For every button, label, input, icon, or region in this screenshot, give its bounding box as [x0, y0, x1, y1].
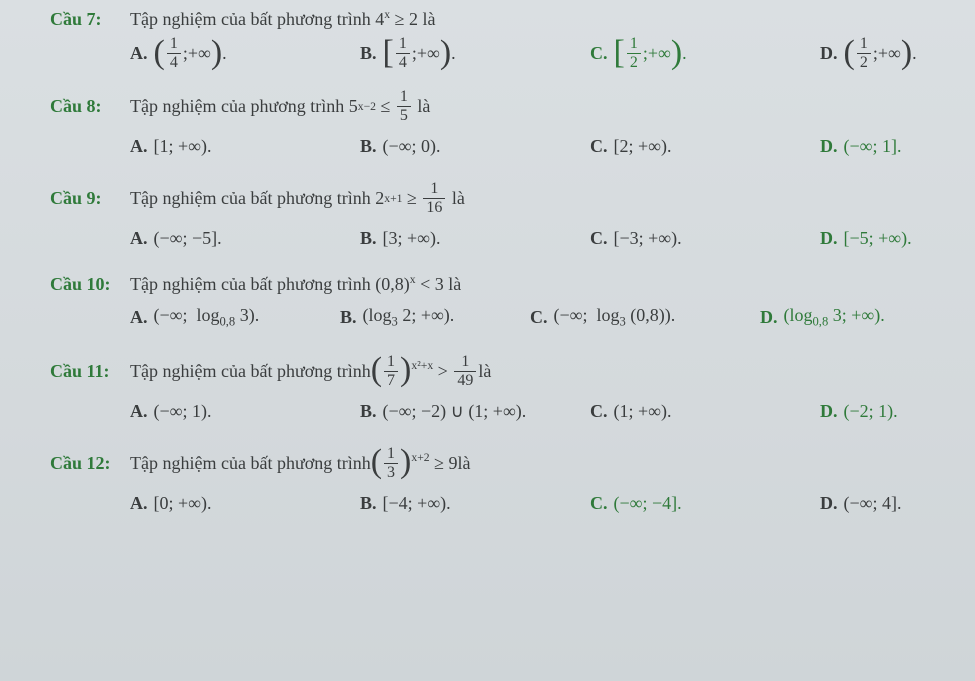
question-12: Cầu 12: Tập nghiệm của bất phương trình … [50, 446, 955, 514]
option-letter: D. [820, 43, 838, 64]
prompt-prefix: Tập nghiệm của bất phương trình [130, 361, 371, 382]
prompt-prefix: Tập nghiệm của bất phương trình [130, 9, 375, 29]
question-label: Cầu 11: [50, 361, 130, 382]
option-value: (log3 2; +∞). [363, 305, 455, 330]
prompt-suffix: là [448, 274, 461, 294]
prompt-suffix: là [458, 453, 471, 474]
question-text: Tập nghiệm của bất phương trình 4x ≥ 2 l… [130, 8, 435, 30]
fraction: 14 [167, 36, 181, 71]
page: { "colors": { "background": "#d9dde0", "… [0, 0, 975, 681]
question-text: Tập nghiệm của bất phương trình 2x+1 ≥ 1… [130, 181, 465, 216]
option-c: C.(−∞; log3 (0,8)). [530, 305, 760, 330]
option-letter: C. [590, 43, 608, 64]
option-d: D.[−5; +∞). [820, 228, 912, 249]
option-b: B.(−∞; −2) ∪ (1; +∞). [360, 401, 590, 422]
expr: (0,8)x < 3 [375, 274, 448, 294]
option-value: [ 14 ; +∞ ) . [383, 36, 456, 71]
question-11: Cầu 11: Tập nghiệm của bất phương trình … [50, 354, 955, 422]
expr-sup: x [384, 8, 390, 21]
options: A.[1; +∞). B.(−∞; 0). C.[2; +∞). D.(−∞; … [130, 136, 955, 157]
question-text: Tập nghiệm của bất phương trình ( 13 )x+… [130, 446, 471, 481]
question-9: Cầu 9: Tập nghiệm của bất phương trình 2… [50, 181, 955, 249]
question-label: Cầu 9: [50, 188, 130, 209]
question-text: Tập nghiệm của bất phương trình ( 17 )x²… [130, 354, 491, 389]
option-c: C.(1; +∞). [590, 401, 820, 422]
options: A.(−∞; 1). B.(−∞; −2) ∪ (1; +∞). C.(1; +… [130, 401, 955, 422]
option-a: A. ( 14 ; +∞ ) . [130, 36, 360, 71]
question-label: Cầu 12: [50, 453, 130, 474]
prompt-suffix: là [478, 361, 491, 382]
prompt-suffix: là [417, 96, 430, 116]
expr-rel: ≥ [395, 9, 405, 29]
question-10: Cầu 10: Tập nghiệm của bất phương trình … [50, 273, 955, 330]
option-b: B.[−4; +∞). [360, 493, 590, 514]
option-letter: B. [360, 43, 377, 64]
option-c: C.[−3; +∞). [590, 228, 820, 249]
option-value: (−∞; log3 (0,8)). [554, 305, 676, 330]
expr: ( 17 )x²+x > 149 [371, 354, 479, 389]
option-value: (log0,8 3; +∞). [784, 305, 885, 330]
option-a: A.(−∞; log0,8 3). [130, 305, 340, 330]
option-a: A.[0; +∞). [130, 493, 360, 514]
option-d: D.(−∞; 4]. [820, 493, 901, 514]
question-7: Cầu 7: Tập nghiệm của bất phương trình 4… [50, 8, 955, 71]
question-8: Cầu 8: Tập nghiệm của phương trình 5x−2 … [50, 89, 955, 157]
option-value: [ 12 ; +∞ ) . [614, 36, 687, 71]
prompt-prefix: Tập nghiệm của phương trình [130, 96, 349, 116]
question-label: Cầu 10: [50, 274, 130, 295]
expr: 4x ≥ 2 [375, 9, 422, 29]
option-value: ( 12 ; +∞ ) . [844, 36, 917, 71]
option-a: A.(−∞; −5]. [130, 228, 360, 249]
expr: ( 13 )x+2 ≥ 9 [371, 446, 458, 481]
option-b: B.[3; +∞). [360, 228, 590, 249]
prompt-prefix: Tập nghiệm của bất phương trình [130, 453, 371, 474]
option-d: D.(−∞; 1]. [820, 136, 901, 157]
question-label: Cầu 8: [50, 96, 130, 117]
options: A.(−∞; −5]. B.[3; +∞). C.[−3; +∞). D.[−5… [130, 228, 955, 249]
options: A.[0; +∞). B.[−4; +∞). C.(−∞; −4]. D.(−∞… [130, 493, 955, 514]
option-value: (−∞; log0,8 3). [154, 305, 260, 330]
option-d: D. ( 12 ; +∞ ) . [820, 36, 917, 71]
prompt-prefix: Tập nghiệm của bất phương trình [130, 188, 375, 208]
option-a: A.[1; +∞). [130, 136, 360, 157]
option-c: C.(−∞; −4]. [590, 493, 820, 514]
question-text: Tập nghiệm của bất phương trình (0,8)x <… [130, 273, 461, 295]
option-c: C. [ 12 ; +∞ ) . [590, 36, 820, 71]
option-value: ( 14 ; +∞ ) . [154, 36, 227, 71]
option-c: C.[2; +∞). [590, 136, 820, 157]
option-b: B.(log3 2; +∞). [340, 305, 530, 330]
expr: 5x−2 ≤ 15 [349, 89, 413, 124]
options: A.(−∞; log0,8 3). B.(log3 2; +∞). C.(−∞;… [130, 305, 955, 330]
prompt-suffix: là [422, 9, 435, 29]
option-b: B. [ 14 ; +∞ ) . [360, 36, 590, 71]
option-letter: A. [130, 43, 148, 64]
prompt-prefix: Tập nghiệm của bất phương trình [130, 274, 375, 294]
question-text: Tập nghiệm của phương trình 5x−2 ≤ 15 là [130, 89, 430, 124]
option-d: D.(log0,8 3; +∞). [760, 305, 885, 330]
expr-rhs: 2 [409, 9, 418, 29]
expr: 2x+1 ≥ 116 [375, 181, 447, 216]
expr-base: 4 [375, 9, 384, 29]
options: A. ( 14 ; +∞ ) . B. [ 14 ; +∞ ) . C. [130, 36, 955, 71]
question-label: Cầu 7: [50, 9, 130, 30]
option-a: A.(−∞; 1). [130, 401, 360, 422]
option-d: D.(−2; 1). [820, 401, 898, 422]
prompt-suffix: là [452, 188, 465, 208]
option-b: B.(−∞; 0). [360, 136, 590, 157]
